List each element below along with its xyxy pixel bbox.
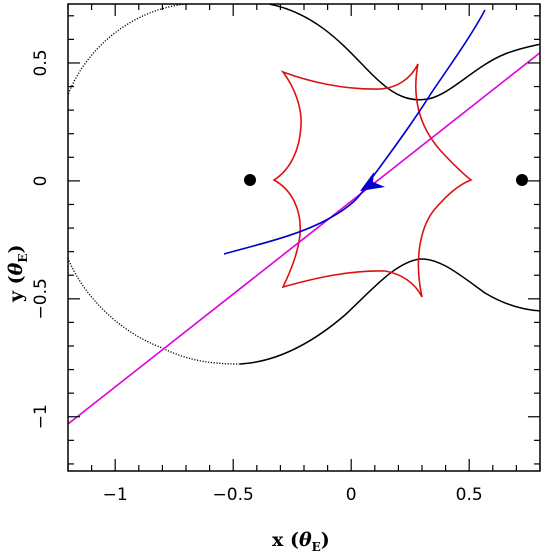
lens-right [516,174,528,186]
source-trajectory [223,9,486,255]
x-tick-labels: −1 −0.5 0 0.5 [103,485,483,505]
caustic-curve [272,63,473,298]
y-axis-label: y (θE) [5,245,30,304]
critical-curve-upper [268,4,540,101]
y-tick-label: 0.5 [31,49,51,76]
y-tick-labels: −1 −0.5 0 0.5 [31,49,51,429]
x-tick-label: 0 [346,485,357,505]
y-tick-label: 0 [31,175,51,186]
x-tick-label: 0.5 [456,485,483,505]
x-axis-label: x (θE) [272,529,330,554]
axis-ticks [67,4,541,471]
lens-left [244,174,256,186]
y-tick-label: −0.5 [31,278,51,319]
x-tick-label: −0.5 [213,485,254,505]
x-tick-label: −1 [103,485,128,505]
trajectory-arrow [360,172,385,191]
y-tick-label: −1 [31,404,51,429]
source-line [68,51,540,425]
critical-curve-lower [239,258,540,365]
critical-curve-dotted [68,4,241,365]
